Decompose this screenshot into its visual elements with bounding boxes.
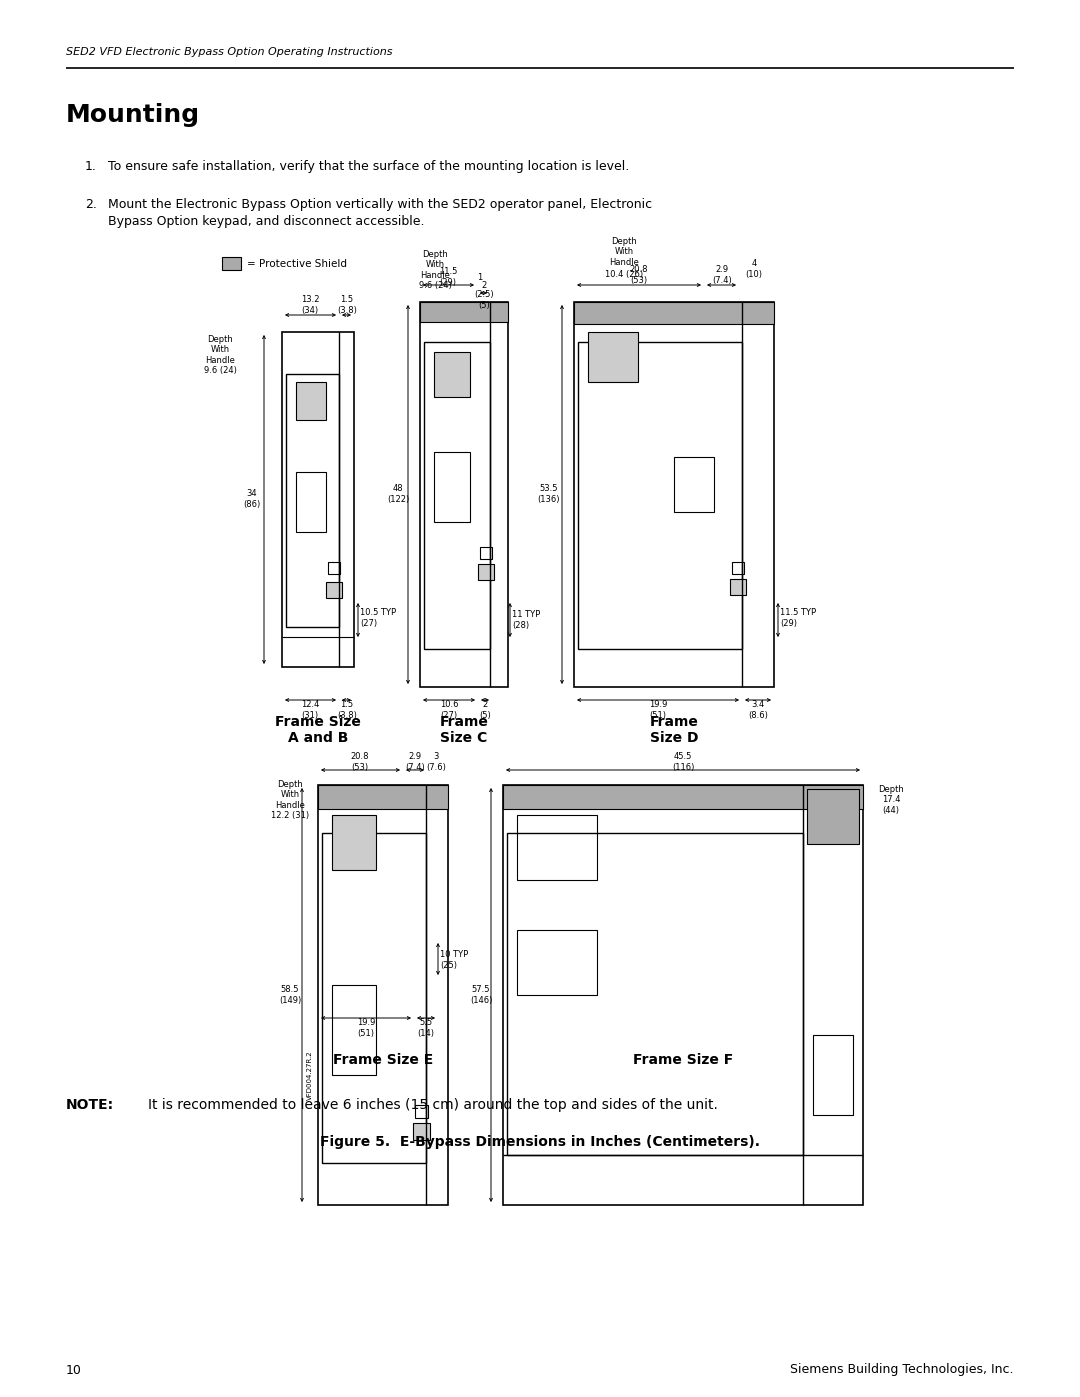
Text: = Protective Shield: = Protective Shield — [247, 258, 347, 270]
Text: 1: 1 — [477, 272, 483, 282]
Bar — [507, 833, 804, 1155]
Bar — [222, 257, 241, 270]
Bar — [434, 453, 470, 522]
Bar — [434, 352, 470, 397]
Bar — [420, 302, 508, 687]
Text: 10 TYP
(25): 10 TYP (25) — [440, 950, 469, 970]
Text: 20.8
(53): 20.8 (53) — [630, 265, 648, 285]
Bar — [807, 789, 859, 844]
Text: Figure 5.  E-Bypass Dimensions in Inches (Centimeters).: Figure 5. E-Bypass Dimensions in Inches … — [320, 1134, 760, 1148]
Text: 11 TYP
(28): 11 TYP (28) — [512, 610, 540, 630]
Bar — [517, 930, 597, 995]
Bar — [328, 562, 340, 574]
Text: 3.4
(8.6): 3.4 (8.6) — [748, 700, 768, 719]
Text: 20.8
(53): 20.8 (53) — [351, 753, 369, 771]
Text: Frame Size
A and B: Frame Size A and B — [275, 715, 361, 745]
Bar — [318, 785, 448, 809]
Text: 12.4
(31): 12.4 (31) — [301, 700, 320, 719]
Text: VFD004.27R.2: VFD004.27R.2 — [307, 1051, 313, 1099]
Text: Frame Size E: Frame Size E — [333, 1053, 433, 1067]
Bar — [517, 814, 597, 880]
Text: 2: 2 — [482, 281, 487, 289]
Text: Frame
Size D: Frame Size D — [649, 715, 699, 745]
Bar — [730, 578, 746, 595]
Text: 3
(7.6): 3 (7.6) — [427, 753, 446, 771]
Text: Depth
With
Handle: Depth With Handle — [609, 237, 639, 267]
Bar — [420, 302, 508, 321]
Bar — [415, 1105, 428, 1118]
Text: Depth
17.4
(44): Depth 17.4 (44) — [878, 785, 904, 814]
Text: 1.5
(3.8): 1.5 (3.8) — [337, 700, 356, 719]
Text: 10.5 TYP
(27): 10.5 TYP (27) — [360, 608, 396, 627]
Text: 10.6
(27): 10.6 (27) — [440, 700, 458, 719]
Bar — [286, 374, 339, 627]
Bar — [480, 548, 492, 559]
Text: 11.5 TYP
(29): 11.5 TYP (29) — [780, 608, 816, 627]
Text: 57.5
(146): 57.5 (146) — [470, 985, 492, 1004]
Text: Siemens Building Technologies, Inc.: Siemens Building Technologies, Inc. — [791, 1363, 1014, 1376]
Bar — [282, 332, 354, 666]
Text: 2.: 2. — [85, 198, 97, 211]
Text: 4
(10): 4 (10) — [745, 260, 762, 278]
Bar — [413, 1123, 430, 1140]
Text: SED2 VFD Electronic Bypass Option Operating Instructions: SED2 VFD Electronic Bypass Option Operat… — [66, 47, 392, 57]
Bar — [573, 302, 774, 324]
Text: 45.5
(116): 45.5 (116) — [672, 753, 694, 771]
Bar — [578, 342, 742, 650]
Text: (2.5)
(5): (2.5) (5) — [474, 291, 494, 310]
Bar — [326, 583, 342, 598]
Bar — [296, 472, 326, 532]
Bar — [674, 457, 714, 511]
Text: 2.9
(7.4): 2.9 (7.4) — [712, 265, 732, 285]
Text: 19.9
(51): 19.9 (51) — [356, 1018, 375, 1038]
Bar — [332, 985, 376, 1076]
Text: Frame
Size C: Frame Size C — [440, 715, 488, 745]
Bar — [296, 381, 326, 420]
Text: NOTE:: NOTE: — [66, 1098, 114, 1112]
Text: 10.4 (26): 10.4 (26) — [605, 271, 643, 279]
Text: Depth
With
Handle
9.6 (24): Depth With Handle 9.6 (24) — [203, 335, 237, 376]
Text: 48
(122): 48 (122) — [387, 485, 409, 504]
Text: Bypass Option keypad, and disconnect accessible.: Bypass Option keypad, and disconnect acc… — [108, 215, 424, 228]
Bar — [318, 785, 448, 1206]
Bar — [478, 564, 494, 580]
Text: To ensure safe installation, verify that the surface of the mounting location is: To ensure safe installation, verify that… — [108, 161, 630, 173]
Bar — [424, 342, 490, 650]
Text: 58.5
(149): 58.5 (149) — [279, 985, 301, 1004]
Bar — [813, 1035, 853, 1115]
Bar — [503, 785, 863, 1206]
Text: Depth
With
Handle
12.2 (31): Depth With Handle 12.2 (31) — [271, 780, 309, 820]
Text: Frame Size F: Frame Size F — [633, 1053, 733, 1067]
Text: 2.9
(7.4): 2.9 (7.4) — [405, 753, 424, 771]
Text: 34
(86): 34 (86) — [243, 489, 260, 509]
Text: 10: 10 — [66, 1363, 82, 1376]
Bar — [588, 332, 638, 381]
Bar — [573, 302, 774, 687]
Text: Mounting: Mounting — [66, 103, 200, 127]
Text: It is recommended to leave 6 inches (15 cm) around the top and sides of the unit: It is recommended to leave 6 inches (15 … — [148, 1098, 718, 1112]
Bar — [322, 833, 426, 1162]
Text: 11.5
(29): 11.5 (29) — [438, 267, 457, 286]
Text: 1.: 1. — [85, 161, 97, 173]
Text: Mount the Electronic Bypass Option vertically with the SED2 operator panel, Elec: Mount the Electronic Bypass Option verti… — [108, 198, 652, 211]
Text: 53.5
(136): 53.5 (136) — [538, 485, 561, 504]
Text: 5.5
(14): 5.5 (14) — [418, 1018, 434, 1038]
Bar — [332, 814, 376, 870]
Text: 1.5
(3.8): 1.5 (3.8) — [337, 295, 356, 314]
Text: 13.2
(34): 13.2 (34) — [300, 295, 320, 314]
Bar — [503, 785, 863, 809]
Text: 2
(5): 2 (5) — [480, 700, 491, 719]
Bar — [732, 562, 744, 574]
Text: Depth
With
Handle
9.6 (24): Depth With Handle 9.6 (24) — [419, 250, 451, 291]
Text: 19.9
(51): 19.9 (51) — [649, 700, 667, 719]
